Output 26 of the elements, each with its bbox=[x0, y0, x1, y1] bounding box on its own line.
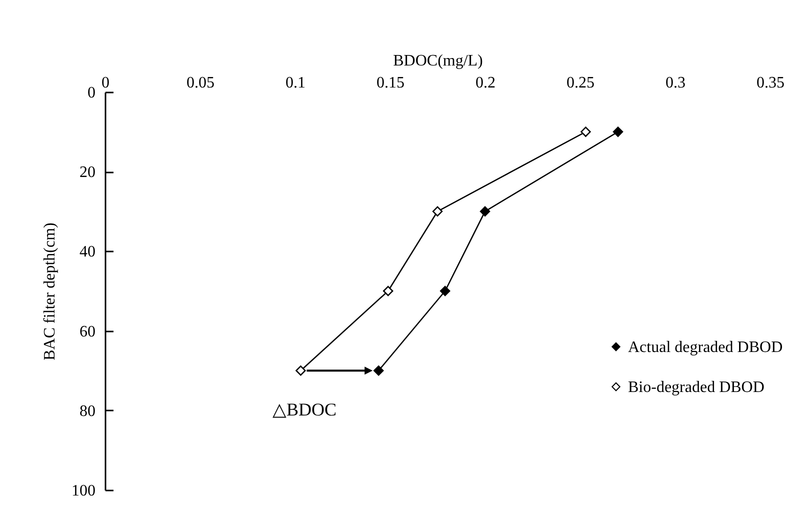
x-tick-label: 0.2 bbox=[476, 74, 496, 92]
point bbox=[382, 286, 394, 296]
y-tick-label: 80 bbox=[80, 402, 96, 420]
x-axis-title: BDOC(mg/L) bbox=[393, 52, 483, 70]
x-tick-label: 0.25 bbox=[566, 74, 594, 92]
point bbox=[612, 126, 624, 137]
point bbox=[373, 365, 384, 376]
point bbox=[480, 206, 490, 217]
x-tick-label: 0.35 bbox=[756, 74, 784, 92]
point bbox=[440, 286, 450, 296]
x-tick-label: 0.05 bbox=[186, 74, 214, 92]
x-tick-label: 0 bbox=[102, 74, 110, 92]
y-axis-title: BAC filter depth(cm) bbox=[42, 222, 58, 360]
y-tick-label: 40 bbox=[80, 244, 96, 261]
x-tick-label: 0.15 bbox=[376, 74, 404, 92]
annotation: △BDOC bbox=[272, 399, 337, 420]
legend-label: Bio-degraded DBOD bbox=[628, 378, 764, 396]
legend-label: Actual degraded DBOD bbox=[628, 338, 783, 356]
point bbox=[580, 126, 591, 137]
point bbox=[296, 365, 306, 376]
point bbox=[432, 206, 443, 217]
y-tick-label: 60 bbox=[80, 323, 96, 340]
y-tick-label: 100 bbox=[72, 482, 96, 500]
x-tick-label: 0.1 bbox=[286, 74, 306, 92]
x-tick-label: 0.3 bbox=[666, 74, 686, 92]
y-tick-label: 20 bbox=[80, 164, 96, 182]
